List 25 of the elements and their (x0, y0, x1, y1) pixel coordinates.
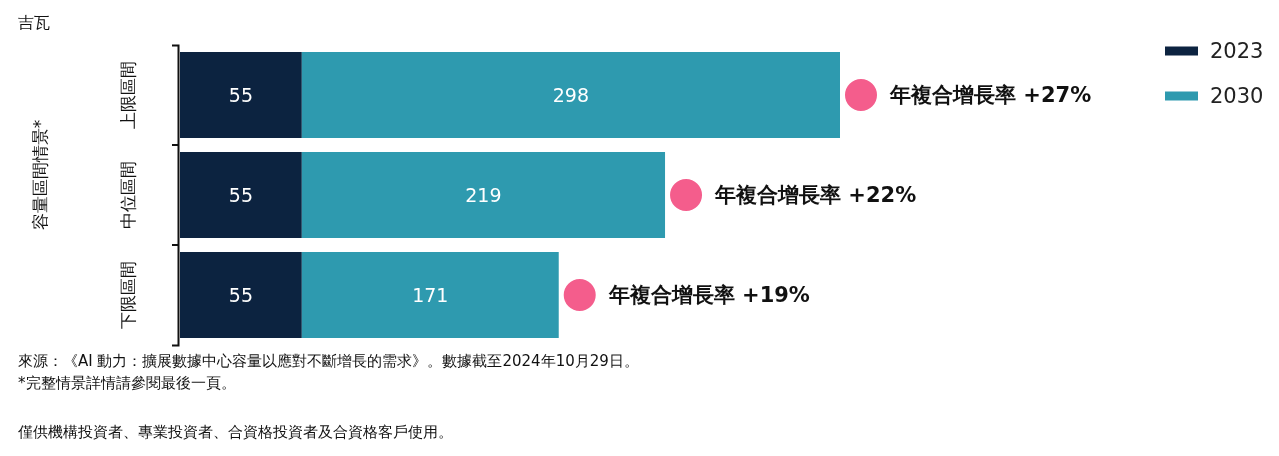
bar (301, 252, 559, 338)
bar (180, 252, 302, 338)
bar (180, 52, 302, 138)
bar (301, 152, 666, 238)
y-tick-label: 中位區間 (117, 161, 138, 229)
y-axis-title: 容量區間情景* (30, 119, 50, 231)
y-tick-label: 下限區間 (117, 261, 138, 329)
annotation: 年複合增長率 +22% (714, 183, 917, 207)
data-label: 55 (228, 84, 253, 106)
bar (301, 52, 840, 138)
data-label: 55 (228, 184, 253, 206)
bar (180, 152, 302, 238)
x-axis-title: 吉瓦 (18, 13, 50, 32)
annotation: 年複合增長率 +27% (889, 83, 1092, 107)
annotation: 年複合增長率 +19% (607, 283, 810, 307)
text: 僅供機構投資者、專業投資者、合資格投資者及合資格客戶使用。 (17, 423, 453, 441)
data-label: 55 (228, 284, 253, 306)
total-label: 219 (465, 184, 502, 206)
y-tick-label: 上限區間 (117, 61, 138, 129)
legend-label: 2023 (1210, 39, 1264, 63)
legend-label: 2030 (1210, 84, 1264, 108)
text: *完整情景詳情請參閱最後一頁。 (18, 374, 236, 392)
total-label: 171 (412, 284, 449, 306)
total-label: 298 (552, 84, 590, 106)
text: 來源：《AI 動力：擴展數據中心容量以應對不斷增長的需求》。數據截至2024年10月29日。 (18, 352, 639, 370)
